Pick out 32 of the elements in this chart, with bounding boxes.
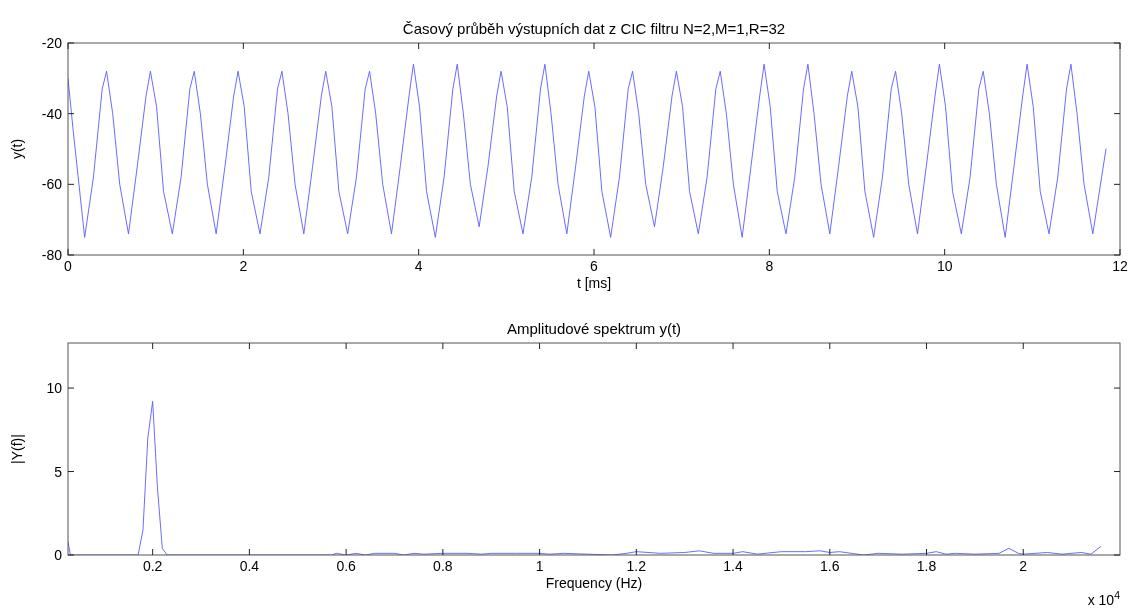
x-tick-label: 1.4 — [723, 558, 743, 574]
y-tick-label: -20 — [41, 35, 63, 51]
line-series — [68, 63, 1107, 238]
x-tick-label: 1.8 — [916, 558, 937, 574]
y-tick-label: 0 — [54, 547, 63, 563]
chart-title: Amplitudové spektrum y(t) — [506, 320, 682, 337]
x-axis-title: Frequency (Hz) — [545, 575, 643, 591]
y-axis-title: |Y(f)| — [9, 434, 25, 464]
x-tick-label: 0 — [64, 258, 73, 274]
x-axis-title: t [ms] — [576, 275, 612, 291]
x-tick-label: 2 — [1019, 558, 1028, 574]
y-tick-label: 10 — [46, 380, 63, 397]
text: x 10$^{4}$ — [1087, 589, 1121, 608]
y-tick-label: -40 — [41, 105, 63, 122]
x-tick-label: 1.6 — [820, 558, 840, 574]
y-tick-label: -80 — [41, 247, 63, 263]
x-tick-label: 1.2 — [626, 558, 647, 574]
x-tick-label: 0.2 — [142, 558, 163, 574]
x-tick-label: 0.6 — [336, 558, 357, 574]
x-tick-label: 0.4 — [239, 558, 260, 574]
y-tick-label: 5 — [54, 463, 63, 480]
chart-title: Časový průběh výstupních dat z CIC filtru N=2,M=1,R=32 — [402, 20, 786, 37]
x-tick-label: 0.8 — [433, 558, 453, 574]
x-tick-label: 4 — [414, 258, 423, 274]
x-tick-label: 10 — [936, 258, 953, 274]
x-tick-label: 6 — [590, 258, 599, 274]
x-tick-label: 1 — [535, 558, 544, 574]
x-tick-label: 12 — [1112, 258, 1128, 274]
x-tick-label: 8 — [765, 258, 774, 274]
y-tick-label: -60 — [41, 176, 63, 193]
y-axis-title: y(t) — [9, 138, 25, 160]
x-tick-label: 2 — [239, 258, 248, 274]
